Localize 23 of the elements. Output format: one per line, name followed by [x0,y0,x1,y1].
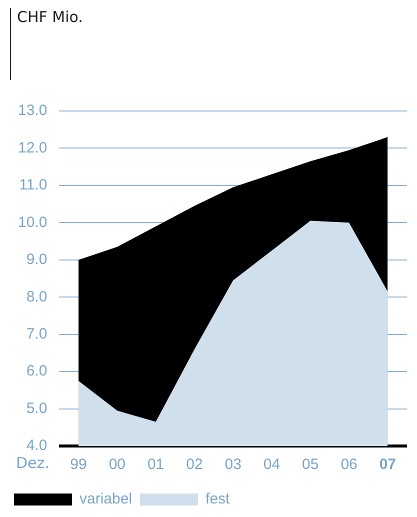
legend-label: fest [206,490,231,508]
y-tick-label: 5.0 [26,400,48,417]
x-tick-label: 00 [108,456,126,474]
y-tick-label: 10.0 [18,214,48,231]
y-tick-label: 13.0 [18,102,48,120]
x-axis-title: Dez. [16,454,50,472]
x-tick-label: 06 [340,456,358,474]
y-tick-label: 6.0 [26,362,48,380]
x-tick-label: 02 [186,456,203,474]
x-tick-label: 99 [70,456,87,474]
y-tick-label: 11.0 [19,176,48,194]
y-tick-label: 7.0 [26,325,48,342]
x-tick-label: 05 [302,456,319,474]
y-tick-label: 8.0 [26,288,48,306]
x-tick-label: 07 [379,456,396,474]
x-tick-label: 04 [263,456,280,474]
x-tick-label: 03 [224,456,242,474]
legend-label: variabel [80,490,132,508]
text: CHF Mio. [10,8,83,80]
y-tick-label: 4.0 [26,437,48,454]
y-tick-label: 12.0 [18,139,48,156]
y-tick-label: 9.0 [26,251,48,268]
x-tick-label: 01 [147,456,164,474]
